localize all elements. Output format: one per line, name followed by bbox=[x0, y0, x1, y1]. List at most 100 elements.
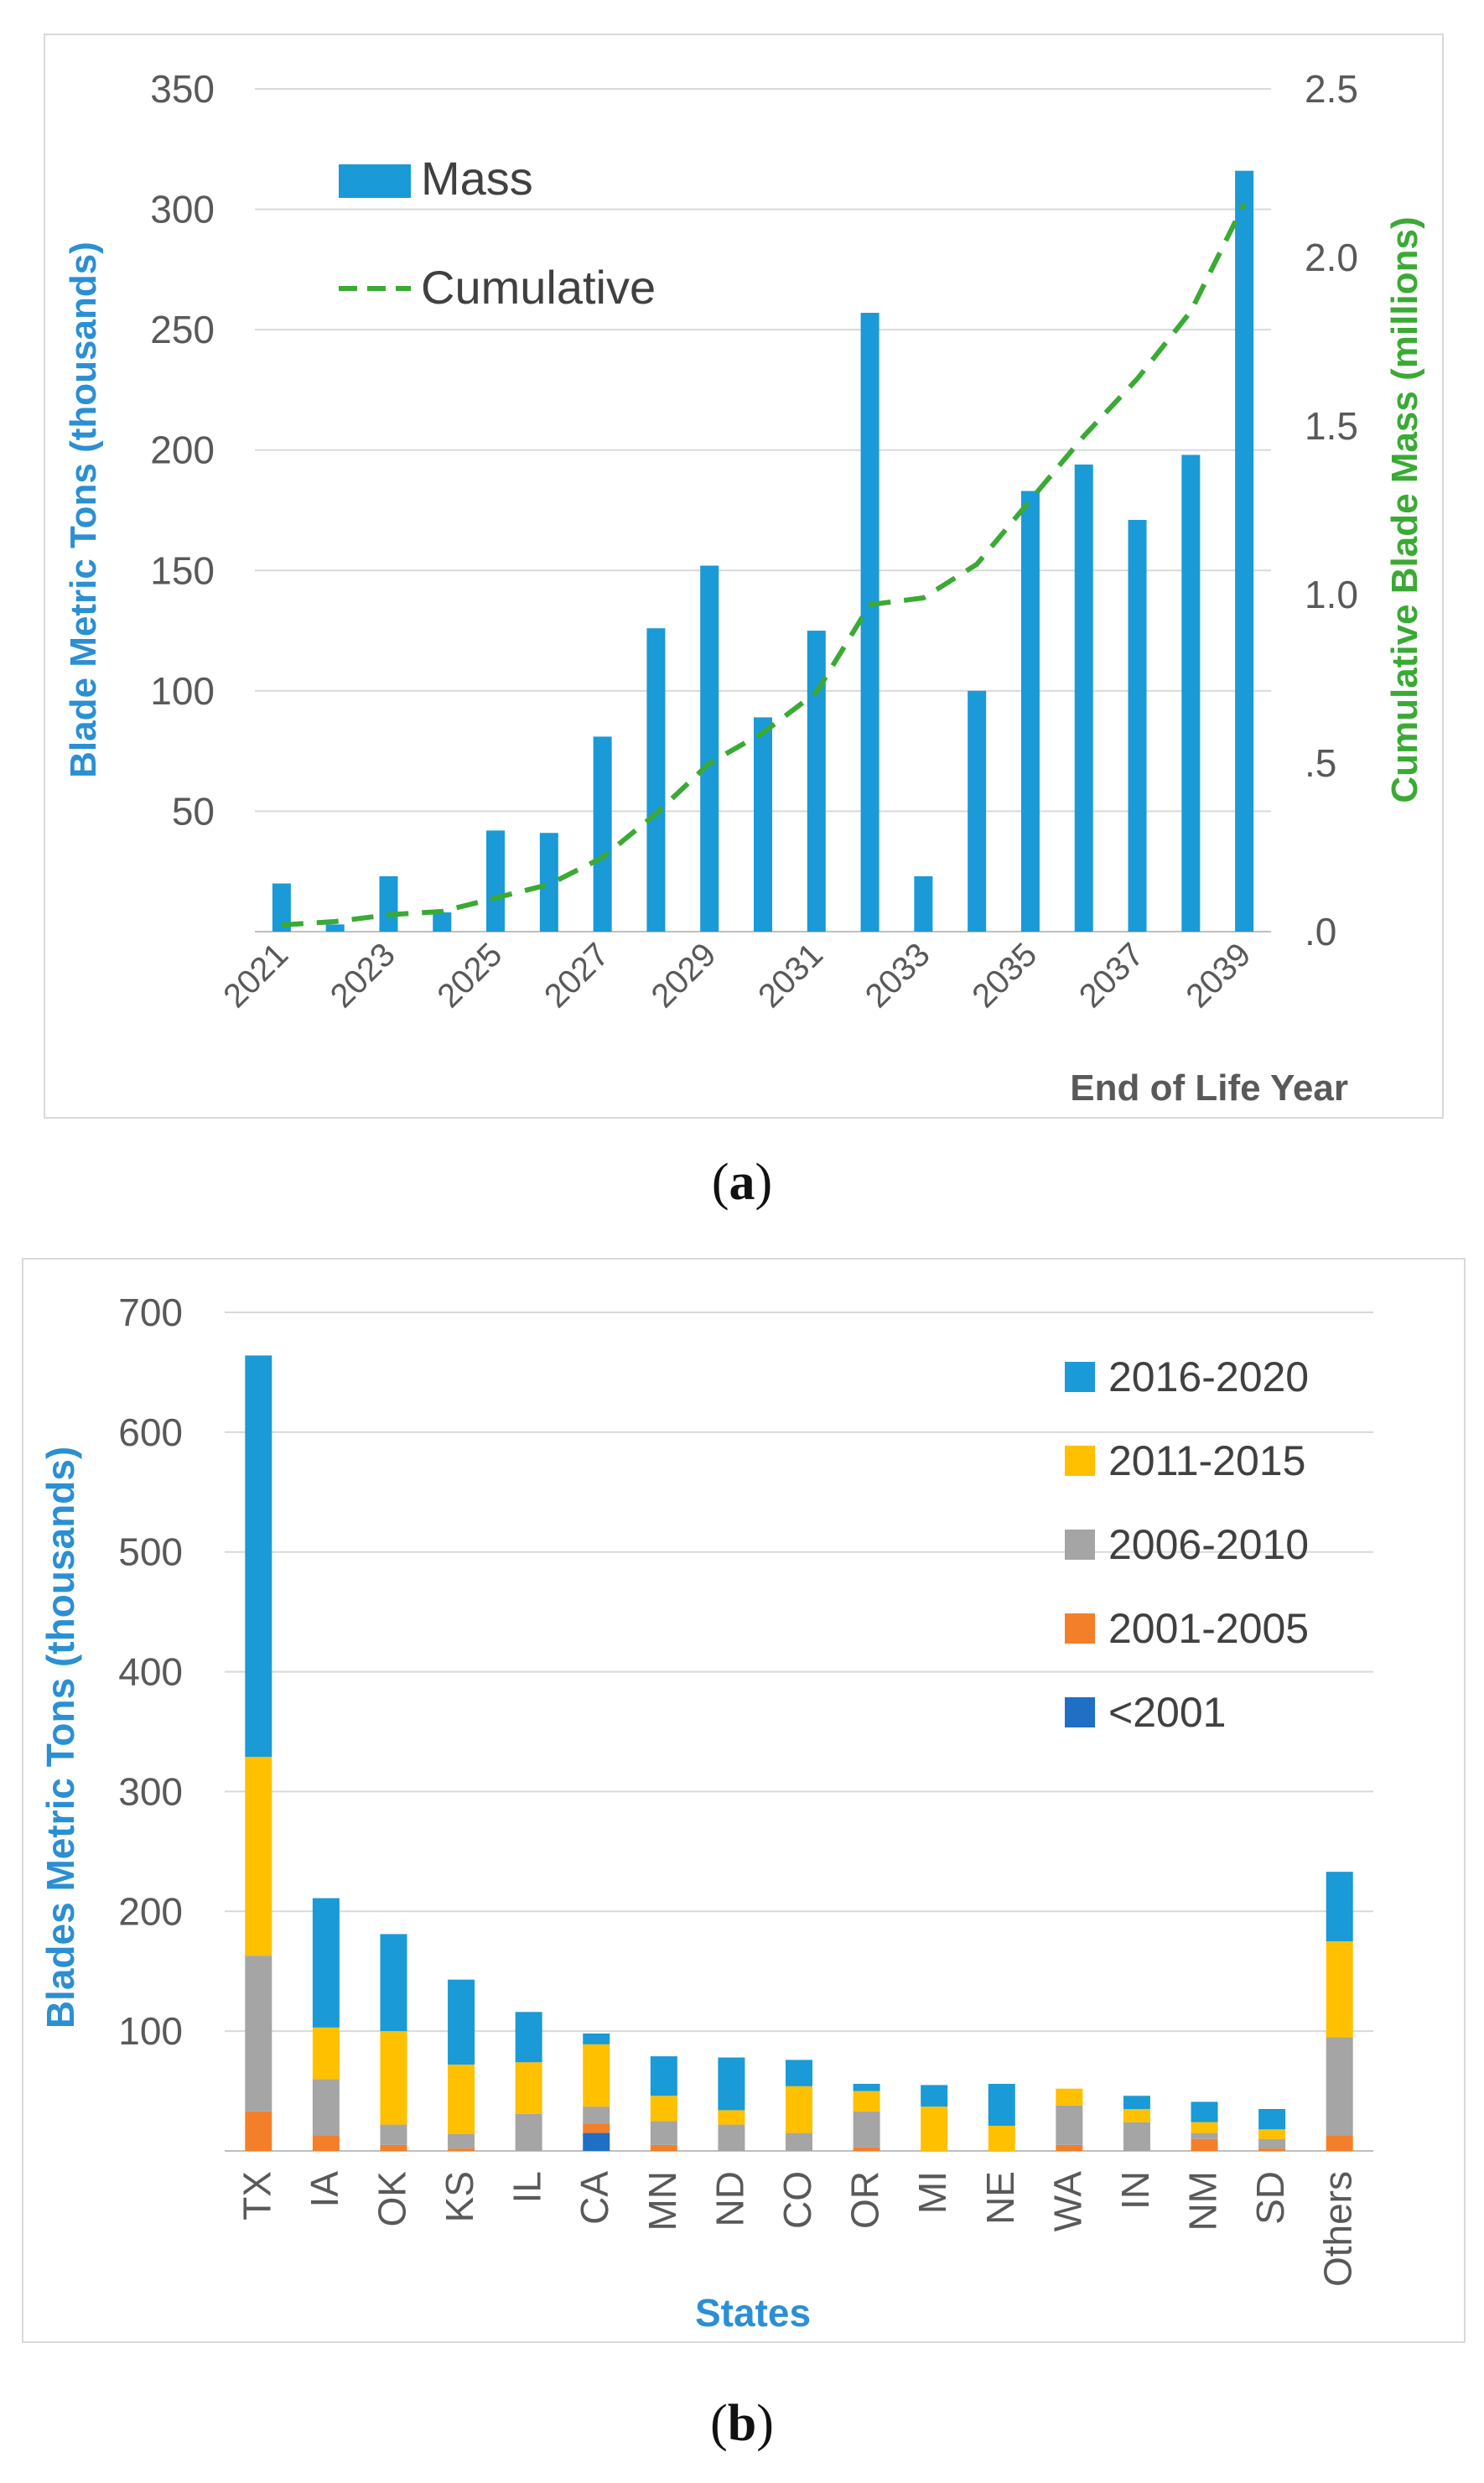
chart-b-bar-TX-2001-2005 bbox=[245, 2111, 272, 2151]
chart-b-y-tick-label: 600 bbox=[118, 1410, 183, 1454]
chart-b-bar-TX-2006-2010 bbox=[245, 1956, 272, 2112]
chart-a-legend-mass-swatch bbox=[339, 164, 411, 198]
chart-a-y-tick-label: 300 bbox=[150, 188, 215, 231]
chart-a-x-tick-label: 2039 bbox=[1179, 936, 1258, 1015]
chart-b-x-tick-label: WA bbox=[1046, 2171, 1089, 2232]
chart-b-x-tick-label: NE bbox=[978, 2171, 1022, 2225]
chart-b-svg: 100 200 300 400 500 600 700 TX IA OK KS IL CA MN ND CO O… bbox=[39, 1291, 1373, 2335]
chart-b-bar-MN-2001-2005 bbox=[650, 2144, 677, 2151]
chart-b-x-tick-label: IL bbox=[506, 2171, 549, 2203]
chart-b-x-tick-label: CA bbox=[573, 2171, 616, 2225]
chart-b-bar-CA-<2001 bbox=[583, 2132, 610, 2151]
chart-b-x-tick-label: IN bbox=[1113, 2171, 1157, 2210]
caption-b: (b) bbox=[710, 2395, 774, 2452]
chart-a-bar-2035 bbox=[1020, 491, 1040, 932]
chart-a-bar-2027 bbox=[593, 736, 612, 932]
chart-b-bar-Others-2016-2020 bbox=[1326, 1872, 1353, 1941]
chart-b-y-tick-label: 400 bbox=[118, 1650, 183, 1694]
chart-a-y2-tick-label: .0 bbox=[1305, 910, 1336, 953]
chart-b-x-tick-label: SD bbox=[1248, 2171, 1292, 2225]
chart-b-bar-NE-2011-2015 bbox=[988, 2126, 1015, 2151]
chart-a-y2-tick-label: 1.0 bbox=[1305, 573, 1358, 616]
chart-b-y-tick-label: 100 bbox=[118, 2009, 183, 2053]
chart-b-bar-WA-2006-2010 bbox=[1056, 2105, 1083, 2145]
chart-b-x-tick-label: Others bbox=[1316, 2171, 1360, 2287]
chart-a-bar-2036 bbox=[1074, 464, 1093, 932]
caption-b-letter: b bbox=[727, 2395, 757, 2452]
chart-b-legend-label: <2001 bbox=[1108, 1689, 1226, 1736]
chart-a-y2-tick-label: 2.5 bbox=[1305, 67, 1358, 111]
chart-a-y-tick-label: 50 bbox=[172, 789, 215, 833]
chart-b-x-tick-label: NM bbox=[1181, 2171, 1225, 2231]
chart-a-x-tick-label: 2023 bbox=[324, 936, 402, 1015]
chart-b-legend-label: 2011-2015 bbox=[1108, 1437, 1305, 1484]
chart-b-x-tick-label: CO bbox=[776, 2171, 819, 2229]
chart-b-x-axis-title: States bbox=[695, 2291, 811, 2335]
chart-a-x-tick-label: 2035 bbox=[965, 936, 1044, 1015]
chart-a-bar-2032 bbox=[860, 313, 880, 932]
chart-a-bar-2023 bbox=[379, 875, 398, 932]
chart-b-bar-IA-2016-2020 bbox=[312, 1898, 340, 2028]
chart-b-bar-OK-2011-2015 bbox=[380, 2031, 407, 2125]
chart-a-y2-tick-label: .5 bbox=[1305, 741, 1336, 785]
chart-b-bar-Others-2011-2015 bbox=[1326, 1941, 1353, 2038]
chart-a-bar-2039 bbox=[1235, 170, 1254, 932]
chart-b-bar-NM-2001-2005 bbox=[1191, 2138, 1218, 2151]
chart-b-legend-swatch-2006-2010 bbox=[1065, 1530, 1095, 1560]
chart-a-bar-2030 bbox=[754, 717, 772, 932]
chart-a-bar-2025 bbox=[486, 830, 506, 932]
chart-a-y-tick-label: 350 bbox=[150, 67, 215, 111]
chart-b-legend-label: 2016-2020 bbox=[1108, 1353, 1309, 1400]
chart-b-bar-OR-2001-2005 bbox=[853, 2147, 880, 2151]
chart-b-bar-OK-2006-2010 bbox=[380, 2124, 407, 2145]
chart-b-x-tick-label: MN bbox=[641, 2171, 684, 2231]
chart-b-legend-swatch-2016-2020 bbox=[1065, 1362, 1095, 1392]
chart-b-bar-Others-2006-2010 bbox=[1326, 2037, 1353, 2136]
chart-b-y-tick-label: 300 bbox=[118, 1769, 183, 1813]
chart-b-bar-IN-2016-2020 bbox=[1123, 2096, 1150, 2109]
chart-b-x-tick-label: OR bbox=[843, 2171, 887, 2229]
chart-b-bar-MN-2006-2010 bbox=[650, 2121, 677, 2145]
chart-b-bar-NE-2016-2020 bbox=[988, 2084, 1015, 2126]
chart-b-bar-CA-2001-2005 bbox=[583, 2123, 610, 2133]
chart-b-bar-KS-2001-2005 bbox=[448, 2148, 475, 2151]
chart-b-bar-NM-2011-2015 bbox=[1191, 2122, 1218, 2133]
chart-b-bar-SD-2016-2020 bbox=[1258, 2109, 1286, 2130]
caption-a: (a) bbox=[711, 1154, 773, 1211]
chart-b-x-tick-label: ND bbox=[708, 2171, 751, 2226]
chart-b-bar-IA-2001-2005 bbox=[312, 2135, 340, 2151]
chart-b-bar-CA-2011-2015 bbox=[583, 2044, 610, 2107]
chart-b-bar-NM-2006-2010 bbox=[1191, 2132, 1218, 2139]
chart-b-bar-IA-2006-2010 bbox=[312, 2079, 340, 2136]
chart-a-cumulative-line bbox=[281, 202, 1247, 927]
chart-b-bar-TX-2011-2015 bbox=[245, 1757, 272, 1956]
chart-a-legend-mass-label: Mass bbox=[421, 152, 533, 205]
chart-b-bar-KS-2016-2020 bbox=[448, 1979, 475, 2065]
chart-a-y-axis-title: Blade Metric Tons (thousands) bbox=[63, 242, 104, 778]
chart-a-y-tick-label: 200 bbox=[150, 429, 215, 472]
chart-b-legend-label: 2001-2005 bbox=[1108, 1605, 1309, 1652]
chart-b-bar-IL-2006-2010 bbox=[515, 2113, 542, 2151]
chart-b-bar-MN-2011-2015 bbox=[650, 2096, 677, 2122]
chart-b-bar-ND-2006-2010 bbox=[718, 2124, 745, 2151]
chart-a-bar-2037 bbox=[1128, 519, 1147, 932]
chart-b-x-tick-label: KS bbox=[438, 2171, 481, 2222]
chart-a-y2-axis-title: Cumulative Blade Mass (millions) bbox=[1384, 216, 1425, 803]
chart-b-legend-swatch-2011-2015 bbox=[1065, 1446, 1095, 1476]
chart-a-bar-2031 bbox=[807, 631, 826, 932]
chart-b-bar-SD-2001-2005 bbox=[1258, 2148, 1286, 2151]
chart-b-bar-ND-2011-2015 bbox=[718, 2110, 745, 2125]
chart-b-y-tick-label: 500 bbox=[118, 1530, 183, 1574]
chart-a-bar-2033 bbox=[914, 875, 933, 932]
chart-b-y-tick-label: 200 bbox=[118, 1889, 183, 1933]
chart-a-bar-2021 bbox=[272, 883, 291, 932]
chart-b-bar-MI-2016-2020 bbox=[921, 2085, 948, 2107]
chart-b-bar-IN-2006-2010 bbox=[1123, 2122, 1150, 2151]
chart-b-bar-OR-2006-2010 bbox=[853, 2111, 880, 2148]
chart-b-bar-CO-2011-2015 bbox=[786, 2086, 812, 2133]
chart-b-bar-CA-2006-2010 bbox=[583, 2106, 610, 2124]
chart-b-bar-Others-2001-2005 bbox=[1326, 2135, 1353, 2151]
chart-a-panel: 50 100 150 200 250 300 350 .0 .5 1.0 1.5 2.0 2.5 2021… bbox=[44, 34, 1444, 1119]
chart-b-bar-ND-2016-2020 bbox=[718, 2057, 745, 2111]
chart-a-x-tick-label: 2027 bbox=[537, 936, 616, 1015]
